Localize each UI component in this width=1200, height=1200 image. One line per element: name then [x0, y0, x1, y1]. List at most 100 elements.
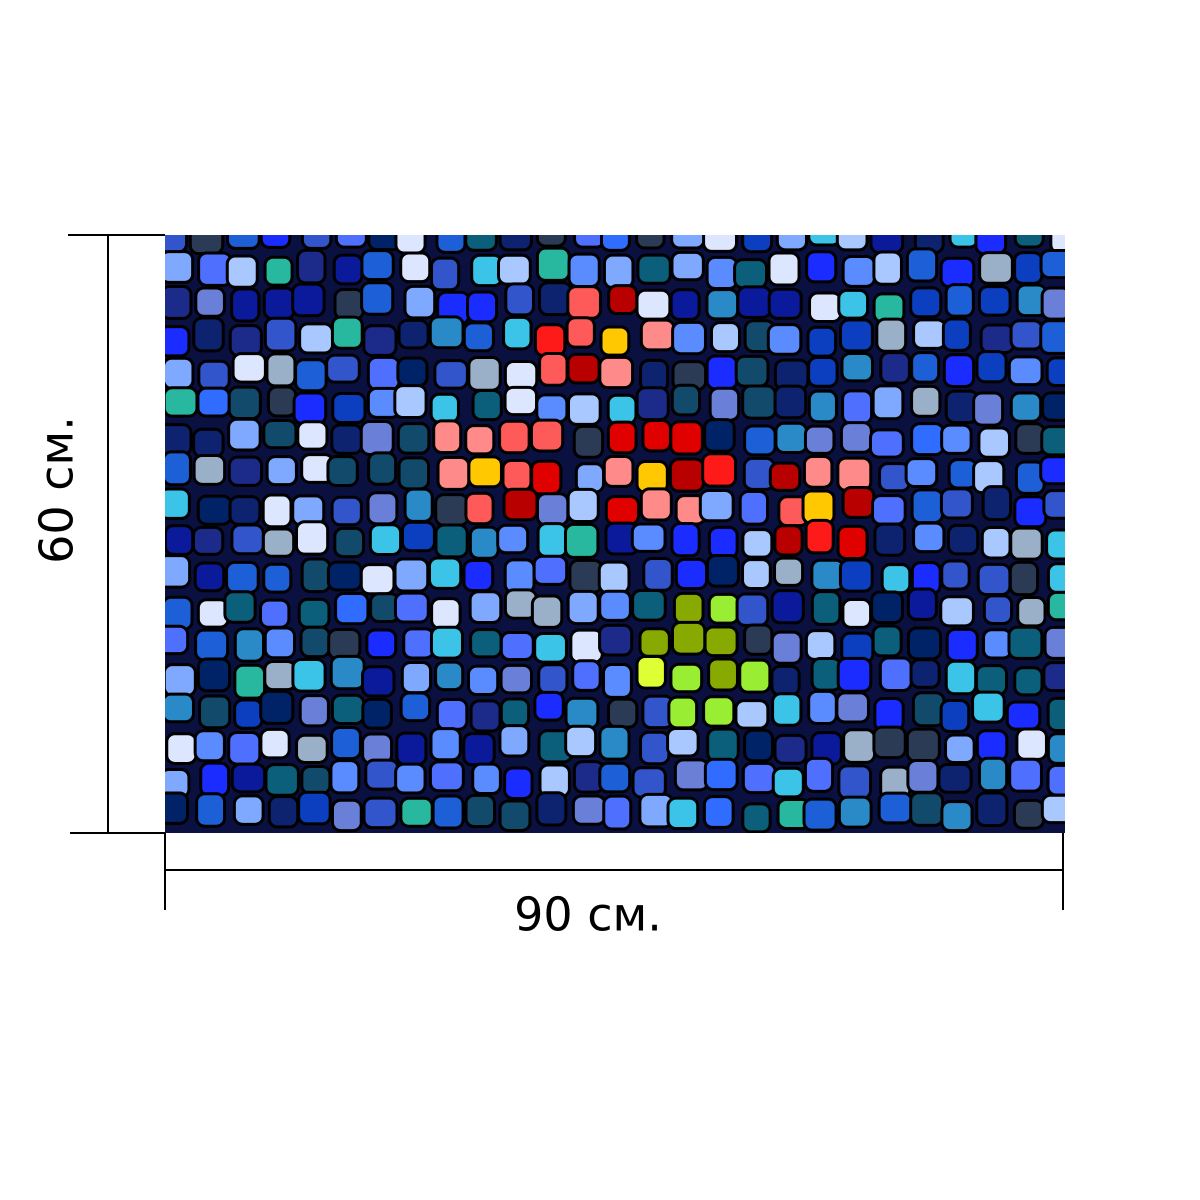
mosaic-tile	[738, 658, 772, 694]
mosaic-tile	[331, 392, 367, 424]
mosaic-tile	[295, 520, 330, 556]
mosaic-tile	[939, 595, 975, 628]
mosaic-tile	[770, 664, 801, 697]
mosaic-tile	[808, 291, 843, 323]
mosaic-tile	[840, 351, 874, 383]
mosaic-tile	[471, 762, 502, 796]
mosaic-tile	[670, 620, 707, 656]
mosaic-tile	[666, 796, 700, 831]
mosaic-tile	[565, 316, 596, 349]
mosaic-tile	[773, 524, 804, 557]
mosaic-tile	[599, 235, 631, 252]
mosaic-tile	[982, 628, 1013, 660]
mosaic-tile	[566, 392, 602, 426]
mosaic-tile	[300, 235, 333, 250]
mosaic-tile	[431, 794, 465, 830]
mosaic-tile	[188, 235, 225, 256]
mosaic-tile	[165, 692, 195, 724]
mosaic-tile	[428, 315, 465, 350]
mosaic-tile	[639, 318, 676, 352]
mosaic-tile	[940, 800, 974, 833]
mosaic-tile	[572, 424, 605, 459]
mosaic-tile	[564, 724, 598, 759]
mosaic-tile	[906, 626, 943, 661]
mosaic-tile	[631, 766, 667, 799]
mosaic-tile	[944, 733, 976, 765]
mosaic-tile	[773, 733, 808, 765]
mosaic-tile	[195, 792, 227, 828]
mosaic-tile	[165, 595, 194, 631]
mosaic-tile	[165, 250, 195, 284]
mosaic-tile	[602, 253, 635, 290]
mosaic-tile	[670, 250, 705, 282]
mosaic-tile	[501, 459, 533, 493]
mosaic-tile	[734, 354, 770, 388]
mosaic-tile	[1046, 562, 1065, 594]
mosaic-tile	[910, 351, 941, 384]
mosaic-tile	[428, 760, 465, 793]
mosaic-tile	[1008, 560, 1040, 597]
mosaic-tile	[230, 523, 265, 556]
mosaic-tile	[368, 523, 403, 556]
mosaic-tile	[294, 358, 328, 393]
mosaic-tile	[630, 522, 667, 553]
mosaic-tile	[230, 762, 267, 794]
width-label: 90 см.	[514, 888, 662, 942]
mosaic-tile	[327, 627, 362, 661]
mosaic-tile	[300, 557, 332, 594]
mosaic-tile	[904, 457, 939, 489]
mosaic-tile	[911, 691, 946, 728]
mosaic-tile	[574, 462, 606, 494]
mosaic-tile	[701, 452, 737, 488]
mosaic-tile	[937, 762, 973, 794]
mosaic-tile	[296, 420, 329, 451]
mosaic-tile	[1009, 319, 1044, 351]
mosaic-tile	[395, 731, 428, 766]
mosaic-tile	[361, 697, 393, 730]
mosaic-tile	[262, 418, 298, 450]
mosaic-tile	[263, 626, 296, 660]
mosaic-tile	[770, 630, 803, 665]
mosaic-tile	[326, 560, 363, 592]
mosaic-tile	[667, 695, 699, 730]
mosaic-tile	[569, 628, 604, 664]
mosaic-tile	[462, 732, 496, 767]
mosaic-tile	[598, 623, 634, 657]
mosaic-tile	[165, 423, 193, 457]
mosaic-tile	[741, 558, 772, 591]
mosaic-tile	[365, 628, 398, 660]
mosaic-tile	[233, 698, 264, 730]
mosaic-tile	[598, 724, 631, 761]
mosaic-tile	[267, 795, 300, 829]
mosaic-tile	[702, 695, 736, 728]
mosaic-tile	[330, 423, 364, 455]
mosaic-tile	[165, 663, 197, 698]
mosaic-tile	[868, 428, 905, 459]
mosaic-tile	[434, 493, 470, 527]
mosaic-tile	[977, 426, 1011, 459]
mosaic-tile	[291, 657, 327, 693]
mosaic-tile	[974, 664, 1008, 697]
mosaic-tile	[262, 562, 293, 594]
mosaic-tile	[741, 761, 777, 795]
mosaic-tile	[1043, 625, 1065, 660]
mosaic-tile	[499, 697, 531, 729]
mosaic-tile	[708, 386, 741, 422]
mosaic-tile	[399, 796, 434, 828]
mosaic-tile	[362, 796, 399, 830]
mosaic-tile	[944, 283, 975, 318]
mosaic-tile	[291, 282, 326, 318]
mosaic-tile	[263, 660, 298, 692]
mosaic-tile	[698, 488, 735, 523]
mosaic-tile	[193, 561, 226, 593]
mosaic-tile	[364, 758, 400, 791]
mosaic-tile	[502, 487, 539, 522]
mosaic-tile	[635, 288, 672, 321]
mosaic-tile	[566, 285, 602, 320]
mosaic-tile	[359, 563, 396, 596]
mosaic-tile	[330, 798, 363, 833]
mosaic-tile	[532, 554, 569, 586]
mosaic-tile	[879, 351, 911, 385]
mosaic-tile	[464, 491, 495, 526]
mosaic-tile	[945, 627, 979, 663]
